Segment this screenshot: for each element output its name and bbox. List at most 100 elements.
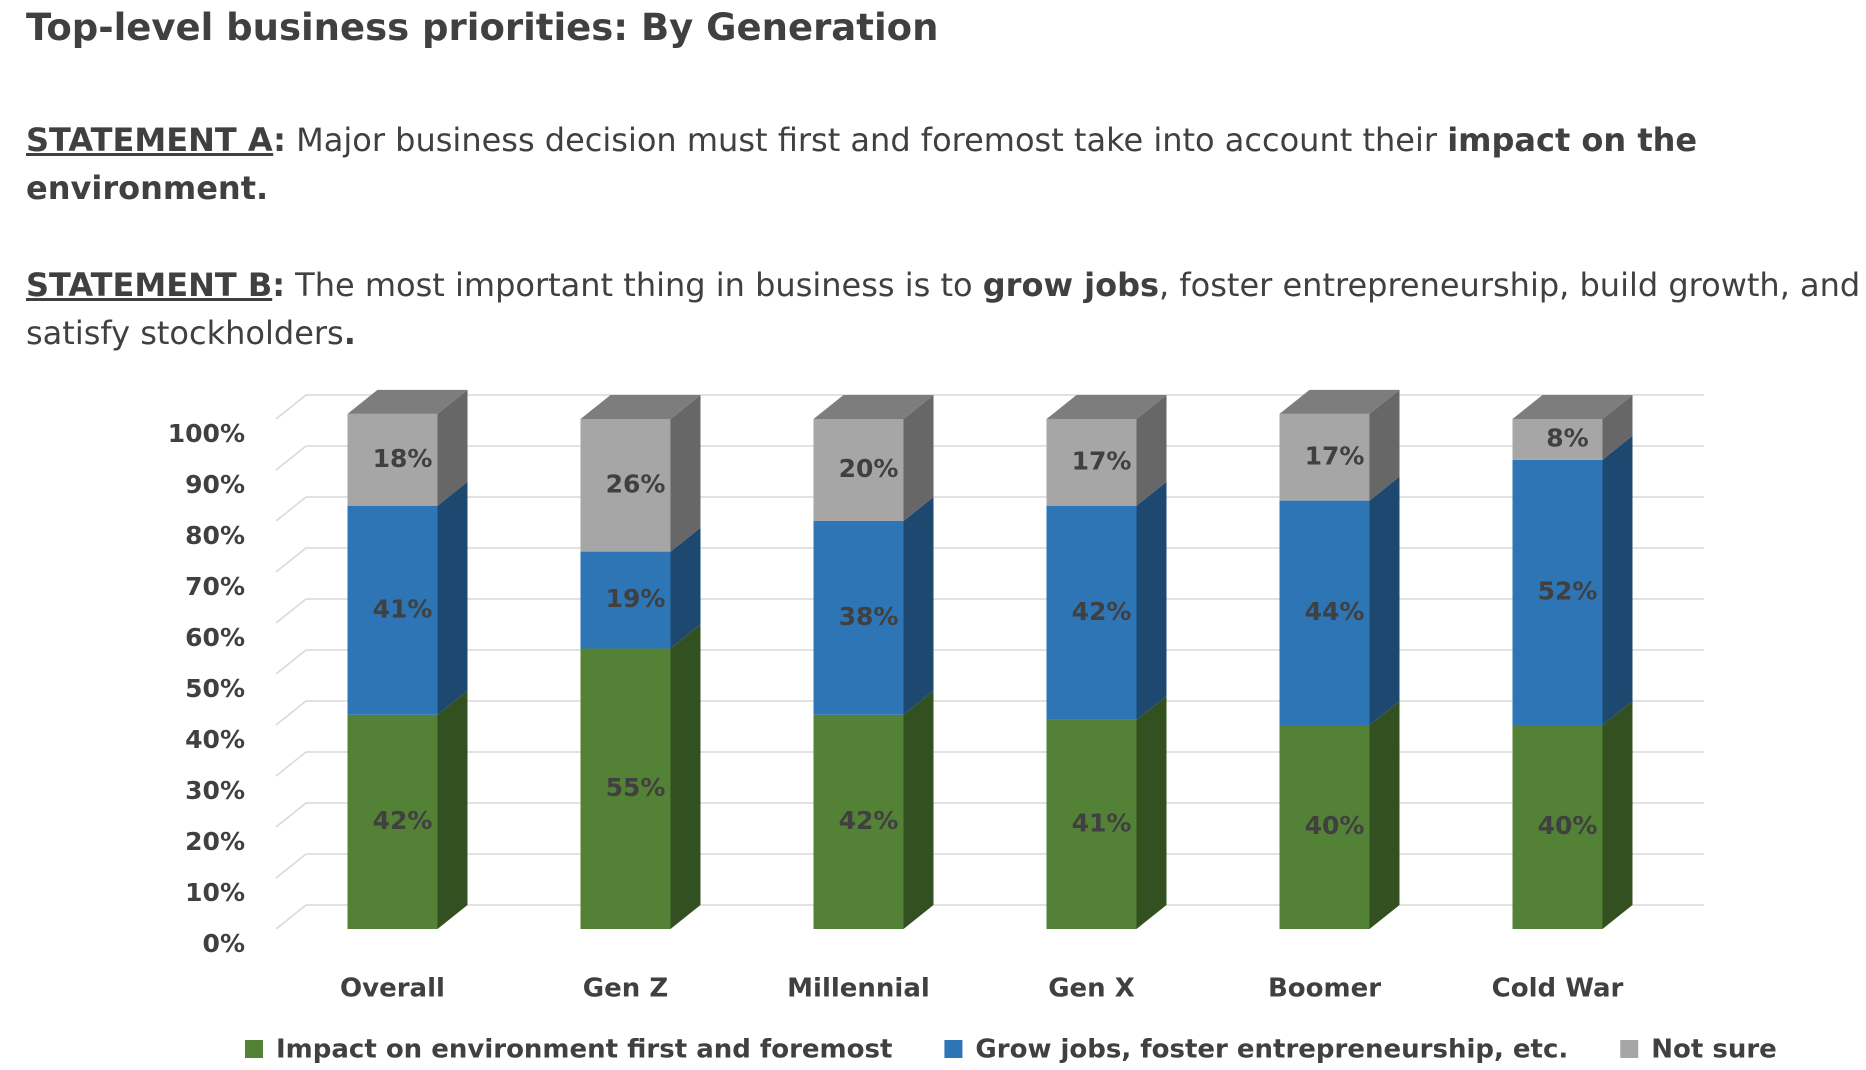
statement-text: . (343, 314, 356, 352)
data-label: 42% (839, 806, 899, 835)
y-tick-label: 80% (185, 521, 245, 550)
legend-label: Impact on environment first and foremost (276, 1035, 892, 1065)
bar-side (1602, 395, 1633, 460)
bar-segment (580, 419, 671, 552)
bar-side (1136, 395, 1167, 506)
x-tick-label: Millennial (787, 974, 930, 1004)
grid-line (275, 802, 307, 828)
x-tick-label: Overall (340, 974, 445, 1004)
data-label: 41% (1072, 808, 1132, 837)
grid-line (275, 547, 307, 573)
bar-top (1279, 389, 1400, 414)
bar-side (1136, 695, 1167, 929)
data-label: 55% (606, 773, 666, 802)
bar-segment (347, 714, 438, 929)
y-tick-label: 90% (185, 470, 245, 499)
bar-side (903, 690, 934, 929)
data-label: 42% (1072, 597, 1132, 626)
statement-text: impact on the environment. (26, 121, 1698, 207)
bar-segment (813, 714, 904, 929)
y-tick-label: 20% (185, 827, 245, 856)
data-label: 18% (373, 444, 433, 473)
statement-text: STATEMENT A (26, 121, 274, 159)
bar-side (437, 389, 468, 506)
grid-line (275, 700, 307, 726)
bar-side (903, 395, 934, 521)
y-tick-label: 30% (185, 776, 245, 805)
bar-side (1602, 435, 1633, 725)
grid-line (275, 598, 307, 624)
bar-segment (1512, 459, 1603, 725)
statement-text: , foster entrepreneurship, build growth,… (26, 266, 1861, 352)
bar-top (813, 395, 934, 419)
bar-side (1602, 701, 1633, 929)
x-tick-label: Gen X (1048, 974, 1135, 1004)
y-tick-label: 40% (185, 725, 245, 754)
bar-side (1369, 389, 1400, 501)
data-label: 40% (1538, 811, 1598, 840)
data-label: 19% (606, 584, 666, 613)
data-label: 20% (839, 454, 899, 483)
statement: STATEMENT B: The most important thing in… (26, 261, 1862, 357)
bar-side (437, 690, 468, 929)
statement-text: : (273, 121, 286, 159)
bar-segment (580, 648, 671, 929)
bar-segment (1046, 505, 1137, 720)
bar-top (1046, 395, 1167, 419)
bar-side (1369, 476, 1400, 725)
bar-segment (1046, 719, 1137, 929)
data-label: 8% (1546, 423, 1588, 452)
bar-side (670, 624, 701, 929)
bar-side (1136, 481, 1167, 720)
page-title: Top-level business priorities: By Genera… (26, 6, 939, 49)
y-tick-label: 50% (185, 674, 245, 703)
bar-segment (813, 419, 904, 521)
y-tick-label: 0% (203, 929, 245, 958)
grid-line (275, 904, 307, 930)
data-label: 41% (373, 594, 433, 623)
x-tick-label: Boomer (1268, 974, 1381, 1004)
legend-swatch (944, 1040, 963, 1058)
grid-line (275, 751, 307, 777)
bar-side (903, 497, 934, 715)
data-label: 38% (839, 602, 899, 631)
bar-side (670, 527, 701, 649)
statement-text: Major business decision must first and f… (285, 121, 1448, 159)
bar-segment (1512, 725, 1603, 929)
bar-side (670, 395, 701, 552)
bar-top (1512, 395, 1633, 419)
data-label: 44% (1305, 597, 1365, 626)
statement-text: The most important thing in business is … (285, 266, 983, 304)
y-tick-label: 100% (168, 419, 245, 448)
bar-top (347, 389, 468, 414)
statement-text: : (272, 266, 285, 304)
grid-line (275, 445, 307, 471)
data-label: 17% (1072, 446, 1132, 475)
bar-segment (1279, 725, 1370, 929)
data-label: 42% (373, 806, 433, 835)
statement-text: STATEMENT B (26, 266, 273, 304)
legend-label: Not sure (1651, 1035, 1777, 1065)
data-label: 26% (606, 469, 666, 498)
bar-segment (1046, 419, 1137, 506)
bar-segment (1279, 500, 1370, 725)
y-tick-label: 10% (185, 878, 245, 907)
y-tick-label: 60% (185, 623, 245, 652)
data-label: 17% (1305, 441, 1365, 470)
bar-side (437, 481, 468, 715)
legend-label: Grow jobs, foster entrepreneurship, etc. (975, 1035, 1568, 1065)
x-tick-label: Cold War (1492, 974, 1624, 1004)
bar-segment (347, 413, 438, 506)
grid-line (275, 394, 307, 420)
bar-segment (347, 505, 438, 715)
legend-swatch (245, 1040, 263, 1058)
data-label: 52% (1538, 576, 1598, 605)
data-label: 40% (1305, 811, 1365, 840)
y-tick-label: 70% (185, 572, 245, 601)
bar-side (1369, 701, 1400, 929)
bar-segment (1279, 413, 1370, 501)
x-tick-label: Gen Z (583, 974, 668, 1004)
bar-top (580, 395, 701, 419)
